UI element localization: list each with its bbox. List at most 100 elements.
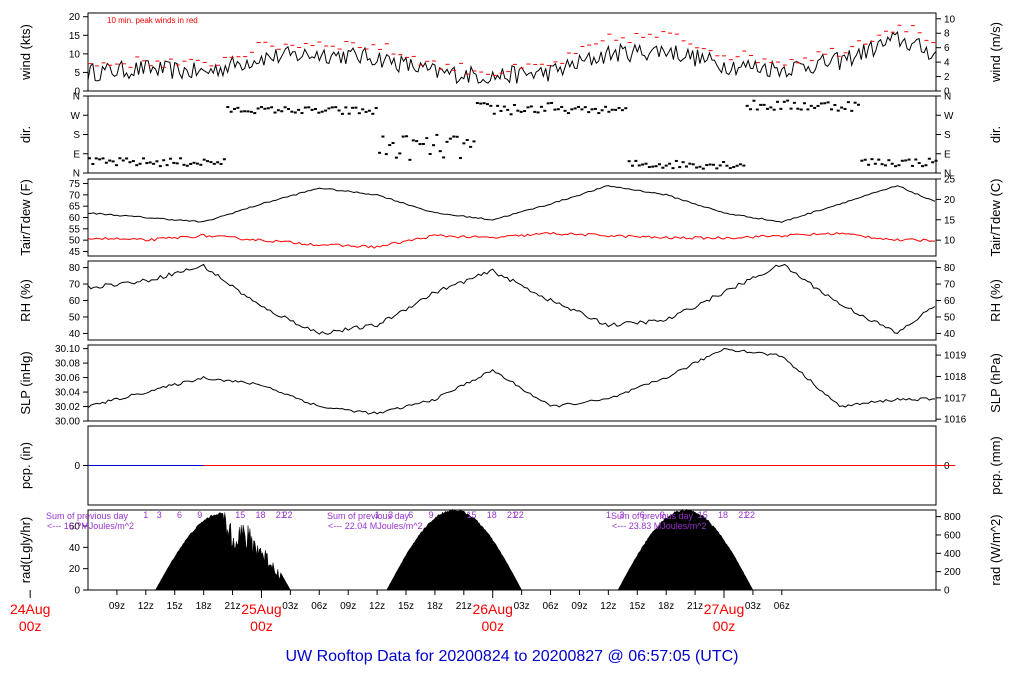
dir-point (101, 157, 105, 160)
dir-point (759, 103, 763, 106)
dir-point (728, 167, 732, 170)
dir-point (249, 110, 253, 113)
dir-point (496, 104, 500, 107)
dir-point (769, 106, 773, 109)
dir-point (907, 158, 911, 161)
rad-hour-label: 9 (660, 510, 665, 520)
dir-right-tick-label: N (944, 169, 951, 180)
wind-left-tick-label: 15 (69, 31, 81, 42)
rad-hour-label: 21 (507, 510, 517, 520)
dir-point (435, 133, 439, 136)
dir-point (695, 166, 699, 169)
dir-point (485, 103, 489, 106)
dir-point (162, 159, 166, 162)
rad-right-axis-label: rad (W/m^2) (988, 514, 1003, 585)
rad-hour-label: 15 (467, 510, 477, 520)
dir-point (813, 106, 817, 109)
dir-point (661, 166, 665, 169)
dir-point (290, 110, 294, 113)
dir-point (846, 101, 850, 104)
dir-point (371, 112, 375, 115)
dir-point (118, 157, 122, 160)
dir-point (263, 107, 267, 110)
dir-point (604, 105, 608, 108)
rh-left-tick-label: 40 (69, 329, 81, 340)
rh-right-axis-label: RH (%) (988, 279, 1003, 322)
rad-left-tick-label: 0 (74, 586, 80, 597)
temp-left-tick-label: 50 (69, 236, 81, 247)
x-tick-label: 12z (369, 601, 385, 612)
wind-right-tick-label: 10 (944, 14, 956, 25)
dir-point (320, 110, 324, 113)
dir-point (378, 151, 382, 154)
rad-left-tick-label: 20 (69, 564, 81, 575)
dir-point (732, 166, 736, 169)
dir-point (179, 157, 183, 160)
dir-point (469, 145, 473, 148)
dir-point (900, 159, 904, 162)
dir-point (415, 140, 419, 143)
dir-point (128, 161, 132, 164)
wind-peak-annotation: 10 min. peak winds in red (107, 16, 198, 25)
dir-point (654, 165, 658, 168)
dir-point (566, 112, 570, 115)
rad-right-tick-label: 600 (944, 530, 961, 541)
rad-hour-label: 6 (408, 510, 413, 520)
dir-point (391, 141, 395, 144)
rh-right-tick-label: 50 (944, 312, 956, 323)
rad-hour-label: 18 (487, 510, 497, 520)
rad-hour-label: 22 (514, 510, 524, 520)
dir-left-tick-label: S (73, 130, 80, 141)
dir-point (698, 165, 702, 168)
dir-point (361, 108, 365, 111)
dir-point (229, 110, 233, 113)
x-tick-label: 03z (514, 601, 530, 612)
rad-hour-label: 3 (157, 510, 162, 520)
dir-point (883, 164, 887, 167)
dir-point (539, 105, 543, 108)
dir-point (799, 108, 803, 111)
dir-point (563, 109, 567, 112)
dir-point (587, 111, 591, 114)
rad-hour-label: 6 (640, 510, 645, 520)
slp-right-axis-label: SLP (hPa) (988, 353, 1003, 413)
rad-day-area (155, 512, 291, 591)
dir-point (830, 108, 833, 111)
dir-point (270, 106, 274, 109)
x-tick-label: 21z (224, 601, 240, 612)
x-tick-label: 15z (629, 601, 645, 612)
dir-point (425, 137, 429, 140)
temp-right-axis-label: Tair/Tdew (C) (988, 178, 1003, 256)
dir-left-tick-label: E (73, 149, 80, 160)
dir-point (867, 163, 871, 166)
dir-point (88, 157, 91, 160)
dir-point (512, 104, 516, 107)
dir-point (577, 105, 581, 108)
slp-left-tick-label: 30.10 (55, 344, 80, 355)
dir-point (141, 157, 145, 160)
dir-point (276, 109, 280, 112)
dir-point (647, 166, 651, 169)
wind-right-axis-label: wind (m/s) (988, 22, 1003, 83)
x-tick-label: 15z (398, 601, 414, 612)
dir-right-tick-label: W (944, 111, 954, 122)
dir-point (782, 100, 786, 103)
dir-point (634, 159, 638, 162)
panel-frame-rh (87, 260, 937, 341)
wind-left-tick-label: 0 (74, 87, 80, 98)
dir-point (334, 106, 338, 109)
rh-right-tick-label: 40 (944, 329, 956, 340)
slp-left-tick-label: 30.02 (55, 402, 80, 413)
dir-point (668, 162, 672, 165)
dir-point (317, 111, 321, 114)
rh-line (87, 263, 936, 335)
rad-hour-label: 1 (606, 510, 611, 520)
rad-right-tick-label: 200 (944, 567, 961, 578)
dir-point (533, 110, 537, 113)
dir-point (593, 107, 597, 110)
rad-hour-label: 6 (177, 510, 182, 520)
rad-hour-label: 1 (375, 510, 380, 520)
temp-right-tick-label: 25 (944, 175, 956, 186)
dir-point (691, 163, 695, 166)
temp-left-tick-label: 45 (69, 247, 81, 258)
